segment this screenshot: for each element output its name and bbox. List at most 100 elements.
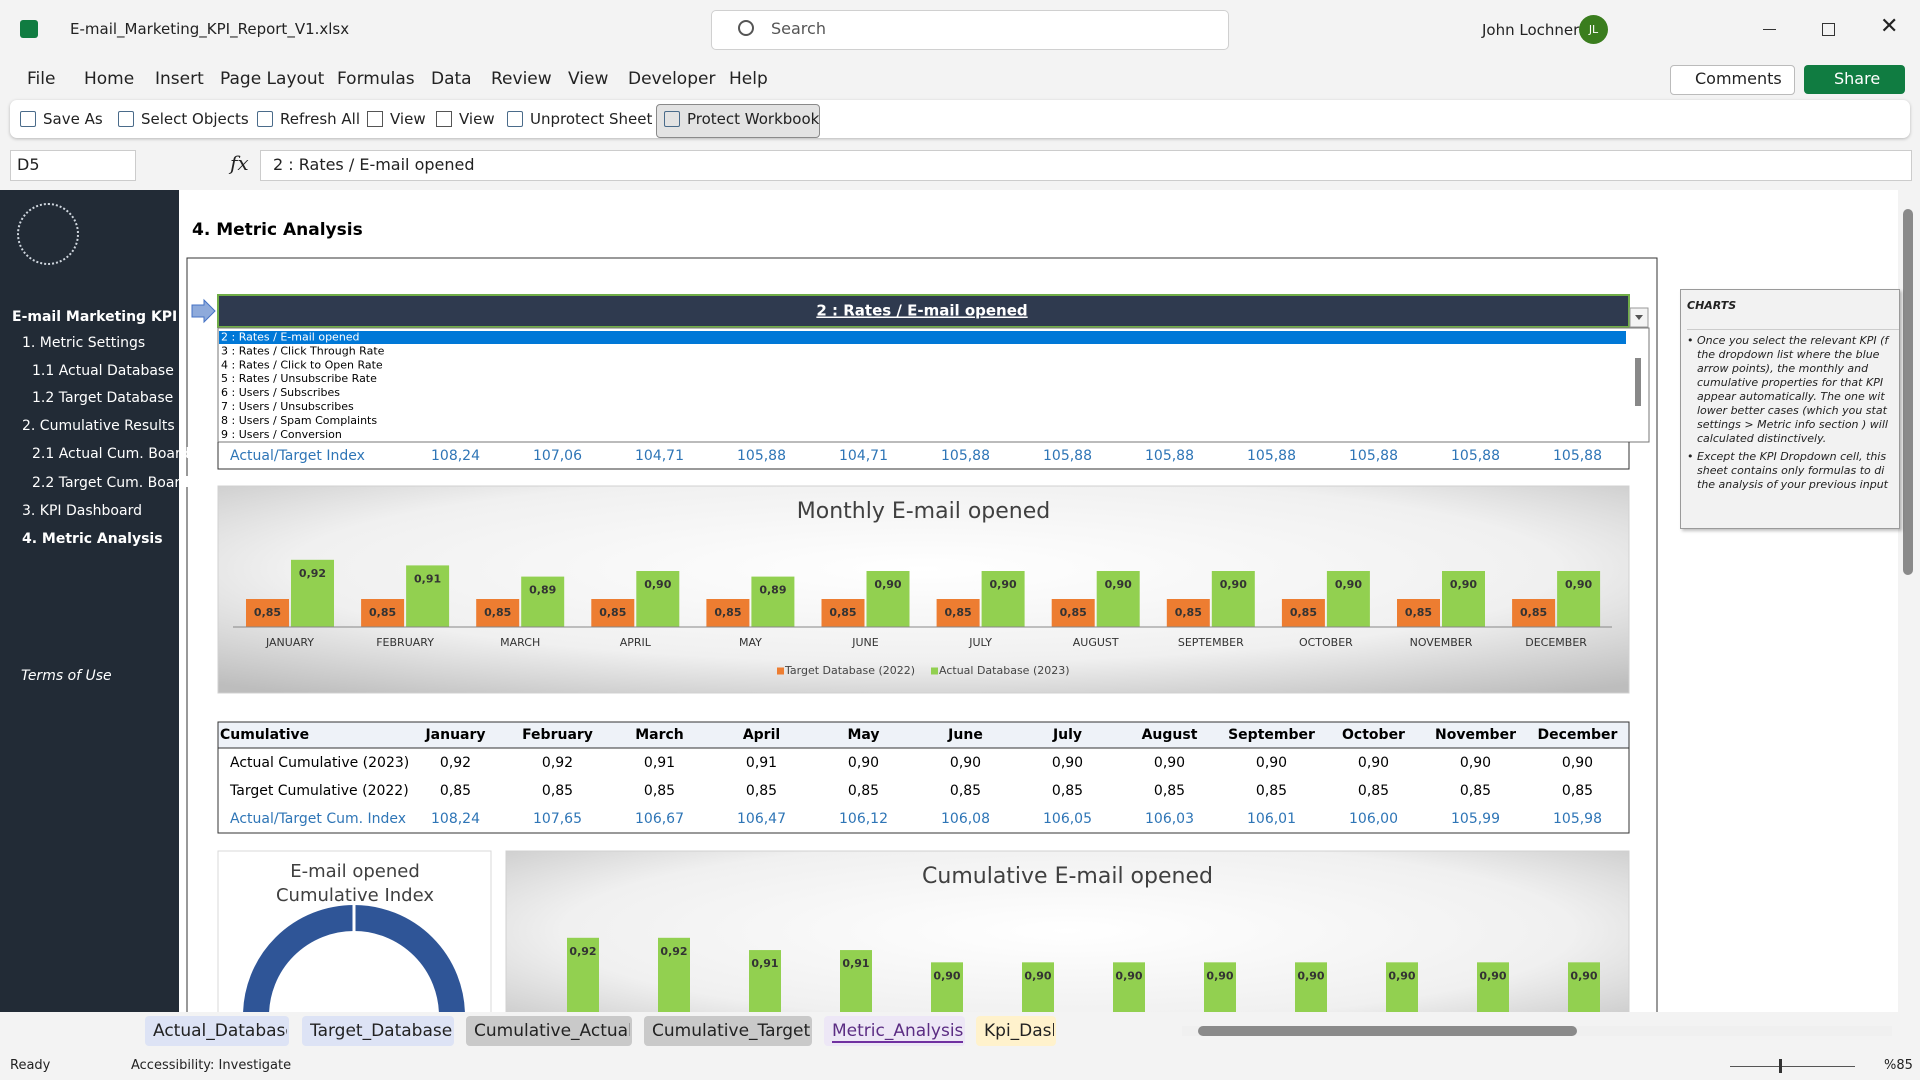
list-scroll-thumb: [1635, 358, 1641, 406]
status-accessibility[interactable]: Accessibility: Investigate: [131, 1058, 292, 1073]
menu-item[interactable]: Data: [431, 69, 472, 89]
avatar[interactable]: JL: [1579, 15, 1608, 44]
toolbar-icon[interactable]: [20, 111, 36, 127]
dropdown-option[interactable]: 3 : Rates / Click Through Rate: [221, 344, 385, 357]
sheet-tab-label[interactable]: Metric_Analysis: [832, 1021, 963, 1043]
comments-button[interactable]: [1670, 65, 1795, 95]
sheet-tab-label[interactable]: Target_Database: [310, 1021, 452, 1041]
dropdown-option[interactable]: 8 : Users / Spam Complaints: [221, 414, 377, 427]
bar-label: 0,90: [644, 578, 671, 591]
sidebar: [0, 190, 179, 1012]
toolbar-button[interactable]: Select Objects: [141, 110, 249, 128]
sheet-tab-label[interactable]: Cumulative_Actual: [474, 1021, 630, 1041]
dropdown-option[interactable]: 7 : Users / Unsubscribes: [221, 400, 354, 413]
h-scroll-thumb[interactable]: [1198, 1026, 1577, 1036]
logo: [17, 203, 79, 265]
sidebar-link[interactable]: 1. Metric Settings: [22, 335, 146, 351]
menu-item[interactable]: Review: [491, 69, 552, 89]
menu-item[interactable]: File: [27, 69, 56, 89]
dropdown-option[interactable]: 2 : Rates / E-mail opened: [221, 331, 360, 344]
toolbar-button[interactable]: Refresh All: [280, 110, 361, 128]
bar: [706, 599, 750, 627]
cum-cell: 106,03: [1145, 811, 1194, 827]
scroll-thumb[interactable]: [1903, 209, 1913, 575]
sidebar-link[interactable]: 2. Cumulative Results: [22, 418, 175, 434]
bar-label: 0,85: [829, 606, 856, 619]
menu-item[interactable]: Developer: [628, 69, 716, 89]
bar-label: 0,89: [759, 584, 786, 597]
bar-label: 0,85: [1290, 606, 1317, 619]
formula-field[interactable]: [260, 150, 1912, 181]
menu-item[interactable]: Formulas: [337, 69, 415, 89]
bar-label: 0,90: [1297, 969, 1324, 982]
menu-item[interactable]: Insert: [155, 69, 204, 89]
bar-label: 0,85: [369, 606, 396, 619]
sheet-tab-label[interactable]: Actual_Database: [153, 1021, 287, 1041]
fx-icon: fx: [230, 151, 249, 175]
x-tick-label: MARCH: [500, 636, 540, 649]
sidebar-link[interactable]: 1.1 Actual Database: [32, 363, 174, 379]
toolbar-button[interactable]: Protect Workbook: [687, 110, 820, 128]
sidebar-link[interactable]: 2.2 Target Cum. Board: [32, 475, 189, 491]
dropdown-option[interactable]: 9 : Users / Conversion: [221, 428, 342, 441]
sheet-tab[interactable]: [302, 1016, 454, 1046]
bar-label: 0,91: [842, 957, 869, 970]
bar-label: 0,85: [1520, 606, 1547, 619]
toolbar-button[interactable]: Save As: [43, 110, 103, 128]
sheet-tab[interactable]: [466, 1016, 632, 1046]
bar-label: 0,85: [484, 606, 511, 619]
sheet-tab[interactable]: [145, 1016, 289, 1046]
name-box[interactable]: [10, 150, 136, 181]
x-tick-label: JUNE: [851, 636, 879, 649]
cum-cell: 0,90: [1052, 755, 1083, 771]
search-box[interactable]: [711, 10, 1229, 50]
sheet-tab-label[interactable]: Cumulative_Target: [652, 1021, 810, 1041]
cum-cell: 0,90: [1562, 755, 1593, 771]
dropdown-option[interactable]: 6 : Users / Subscribes: [221, 386, 340, 399]
sidebar-link[interactable]: 2.1 Actual Cum. Board: [32, 446, 190, 462]
bar: [1557, 571, 1601, 627]
toolbar-icon[interactable]: [664, 111, 680, 127]
sidebar-link[interactable]: 3. KPI Dashboard: [22, 503, 142, 519]
terms-link[interactable]: Terms of Use: [21, 668, 112, 684]
cum-cell: Target Cumulative (2022): [229, 783, 409, 799]
sheet-tab-label[interactable]: Kpi_Dash: [984, 1021, 1054, 1041]
toolbar-button[interactable]: View: [390, 110, 426, 128]
sidebar-link[interactable]: 4. Metric Analysis: [22, 531, 163, 547]
toolbar-icon[interactable]: [118, 111, 134, 127]
kpi-selected: 2 : Rates / E-mail opened: [816, 302, 1027, 320]
menu-item[interactable]: Page Layout: [220, 69, 325, 89]
index-value: 105,88: [1553, 448, 1602, 464]
file-name[interactable]: E-mail_Marketing_KPI_Report_V1.xlsx: [70, 20, 350, 38]
sheet-tab[interactable]: [644, 1016, 812, 1046]
cum-cell: 108,24: [431, 811, 480, 827]
cum-cell: 0,91: [746, 755, 777, 771]
toolbar-button[interactable]: Unprotect Sheet: [530, 110, 653, 128]
toolbar-button[interactable]: View: [459, 110, 495, 128]
toolbar-icon[interactable]: [367, 111, 383, 127]
dropdown-option[interactable]: 5 : Rates / Unsubscribe Rate: [221, 372, 377, 385]
window-close[interactable]: ✕: [1880, 14, 1899, 39]
zoom-thumb[interactable]: [1779, 1059, 1782, 1073]
toolbar-icon[interactable]: [257, 111, 273, 127]
chart-title: Cumulative E-mail opened: [922, 864, 1213, 889]
share-button[interactable]: [1804, 65, 1905, 94]
sidebar-link[interactable]: 1.2 Target Database: [32, 390, 174, 406]
bar: [1051, 599, 1095, 627]
index-value: 104,71: [839, 448, 888, 464]
zoom-slider[interactable]: [1730, 1066, 1855, 1067]
sheet-tab[interactable]: [976, 1016, 1056, 1046]
bar: [1295, 962, 1327, 1012]
toolbar-icon[interactable]: [507, 111, 523, 127]
menu-item[interactable]: Help: [729, 69, 768, 89]
menu-item[interactable]: View: [568, 69, 609, 89]
menu-item[interactable]: Home: [84, 69, 135, 89]
cum-header: May: [847, 727, 879, 743]
window-restore[interactable]: [1822, 23, 1835, 36]
window-minimize[interactable]: [1763, 29, 1776, 30]
dropdown-option[interactable]: 4 : Rates / Click to Open Rate: [221, 358, 383, 371]
toolbar-icon[interactable]: [436, 111, 452, 127]
bar-label: 0,90: [1105, 578, 1132, 591]
x-tick-label: APRIL: [620, 636, 652, 649]
